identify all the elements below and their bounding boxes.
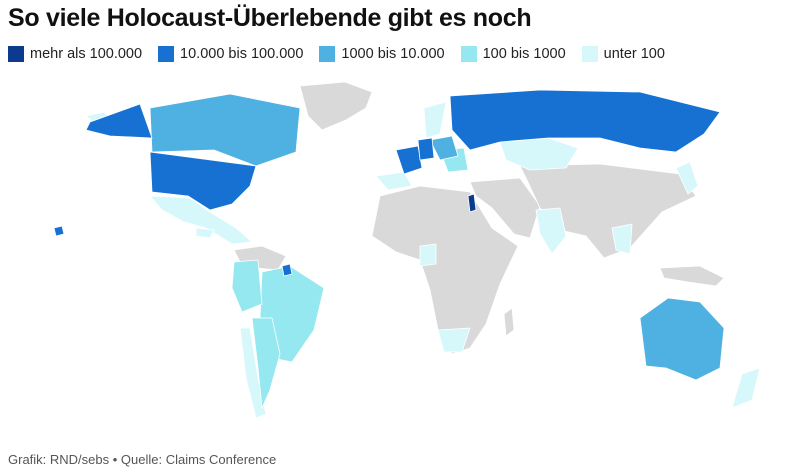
region-usa: [149, 151, 257, 211]
legend-item: 10.000 bis 100.000: [158, 46, 303, 62]
region-russia: [449, 89, 721, 153]
region-north-africa-coast: [375, 171, 413, 191]
region-greenland: [299, 81, 373, 131]
legend-swatch: [158, 46, 175, 62]
region-central-africa: [419, 243, 437, 267]
legend-label: 10.000 bis 100.000: [180, 46, 304, 62]
region-india: [535, 207, 567, 255]
region-france: [395, 145, 423, 175]
region-mexico-central-america: [149, 195, 253, 245]
region-kazakhstan-central-asia: [499, 137, 579, 171]
legend: mehr als 100.000 10.000 bis 100.000 1000…: [8, 46, 681, 62]
legend-item: 1000 bis 10.000: [319, 46, 445, 62]
region-argentina: [251, 317, 281, 409]
legend-label: 100 bis 1000: [482, 46, 566, 62]
legend-item: mehr als 100.000: [8, 46, 142, 62]
legend-label: unter 100: [603, 46, 665, 62]
region-scandinavia: [423, 101, 447, 139]
region-africa: [371, 185, 519, 355]
legend-item: unter 100: [581, 46, 665, 62]
source-credit: Grafik: RND/sebs • Quelle: Claims Confer…: [8, 452, 277, 467]
region-indonesia-png: [659, 265, 725, 287]
legend-label: 1000 bis 10.000: [341, 46, 445, 62]
region-central-europe: [429, 135, 459, 161]
region-germany: [417, 137, 435, 161]
chart-title: So viele Holocaust-Überlebende gibt es n…: [8, 4, 532, 32]
region-hawaii: [53, 225, 65, 237]
region-caribbean: [195, 227, 215, 239]
region-chile: [239, 327, 267, 419]
legend-swatch: [8, 46, 24, 62]
region-australia: [639, 297, 725, 381]
region-new-zealand: [731, 367, 761, 409]
world-map: [53, 81, 761, 419]
legend-label: mehr als 100.000: [30, 46, 143, 62]
region-israel: [467, 193, 477, 213]
region-southeast-asia: [611, 223, 633, 255]
region-alaska: [85, 103, 153, 139]
region-southern-africa: [437, 327, 471, 353]
legend-swatch: [319, 46, 336, 62]
region-middle-east: [469, 177, 541, 239]
legend-swatch: [581, 46, 598, 62]
region-japan: [675, 161, 699, 195]
legend-swatch: [460, 46, 477, 62]
region-colombia-peru: [231, 259, 263, 313]
region-madagascar: [503, 307, 515, 337]
region-canada: [149, 93, 301, 167]
region-french-guiana: [281, 263, 293, 277]
legend-item: 100 bis 1000: [460, 46, 566, 62]
region-asia-south-east: [519, 163, 697, 259]
